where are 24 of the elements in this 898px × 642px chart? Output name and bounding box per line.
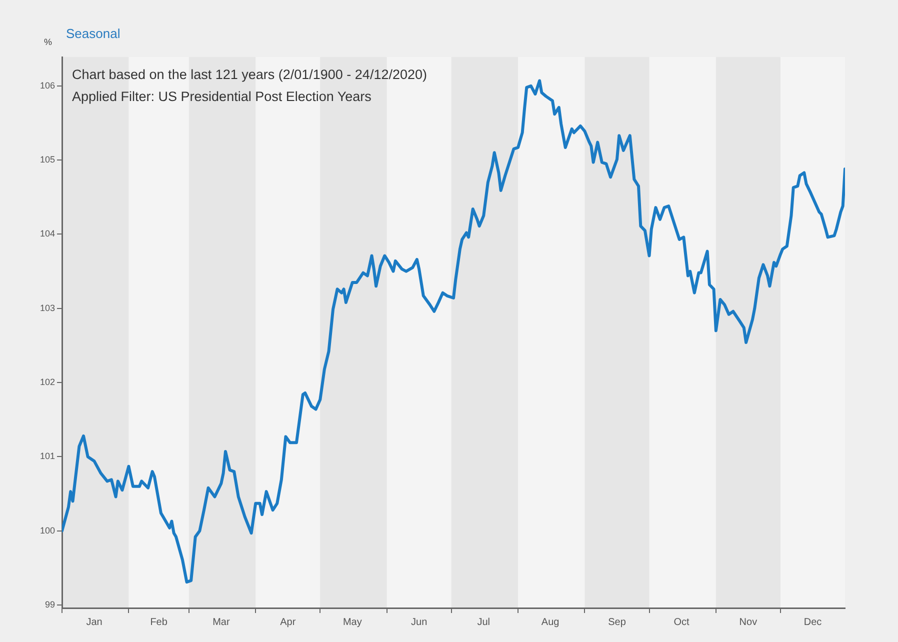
x-tick-label: Jan (86, 616, 102, 628)
x-tick-label: Apr (280, 616, 296, 628)
y-tick-label: 106 (40, 80, 55, 90)
x-tick-label: Aug (541, 616, 560, 628)
x-tick-label: Jun (411, 616, 428, 628)
y-tick-label: 104 (40, 228, 55, 239)
x-tick-label: Dec (804, 616, 822, 628)
x-tick-label: Nov (739, 616, 758, 628)
annotation: Chart based on the last 121 years (2/01/1900 - 24/12/2020) (72, 67, 427, 82)
y-axis-title: % (44, 37, 52, 47)
x-tick-label: May (342, 616, 362, 628)
y-tick-label: 102 (40, 377, 55, 388)
x-tick-label: Oct (674, 616, 690, 628)
x-tick-label: Mar (212, 616, 230, 628)
y-tick-label: 105 (40, 154, 55, 165)
y-tick-label: 103 (40, 302, 55, 313)
x-tick-label: Sep (608, 616, 626, 628)
x-tick-label: Jul (477, 616, 490, 628)
annotation: Applied Filter: US Presidential Post Election Years (72, 89, 372, 104)
y-tick-label: 99 (44, 600, 55, 610)
x-tick-label: Feb (150, 616, 168, 628)
chart-title: Seasonal (66, 26, 120, 41)
y-tick-label: 100 (40, 525, 55, 536)
y-tick-label: 101 (40, 451, 55, 462)
